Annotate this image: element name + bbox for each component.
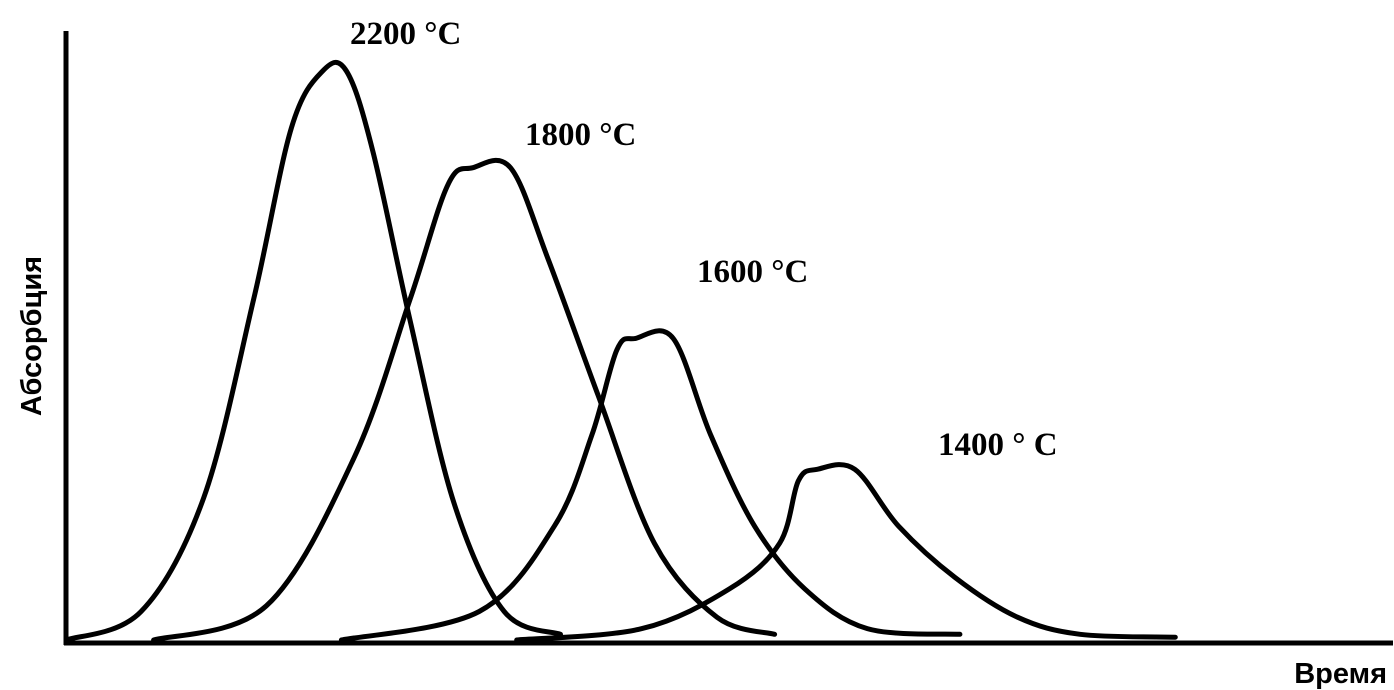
curve-1600 [338,328,963,643]
peak-label-1600: 1600 °C [697,254,808,290]
peak-label-1800: 1800 °C [525,117,636,153]
curve-1800 [151,157,778,643]
peak-label-1400: 1400 ° C [938,427,1058,463]
peak-label-2200: 2200 °C [350,16,461,52]
x-axis-label: Время [1294,658,1387,690]
curve-1400 [514,462,1178,643]
curve-2200 [63,59,563,643]
series-layer [63,59,1178,643]
y-axis-label: Абсорбция [16,256,48,416]
